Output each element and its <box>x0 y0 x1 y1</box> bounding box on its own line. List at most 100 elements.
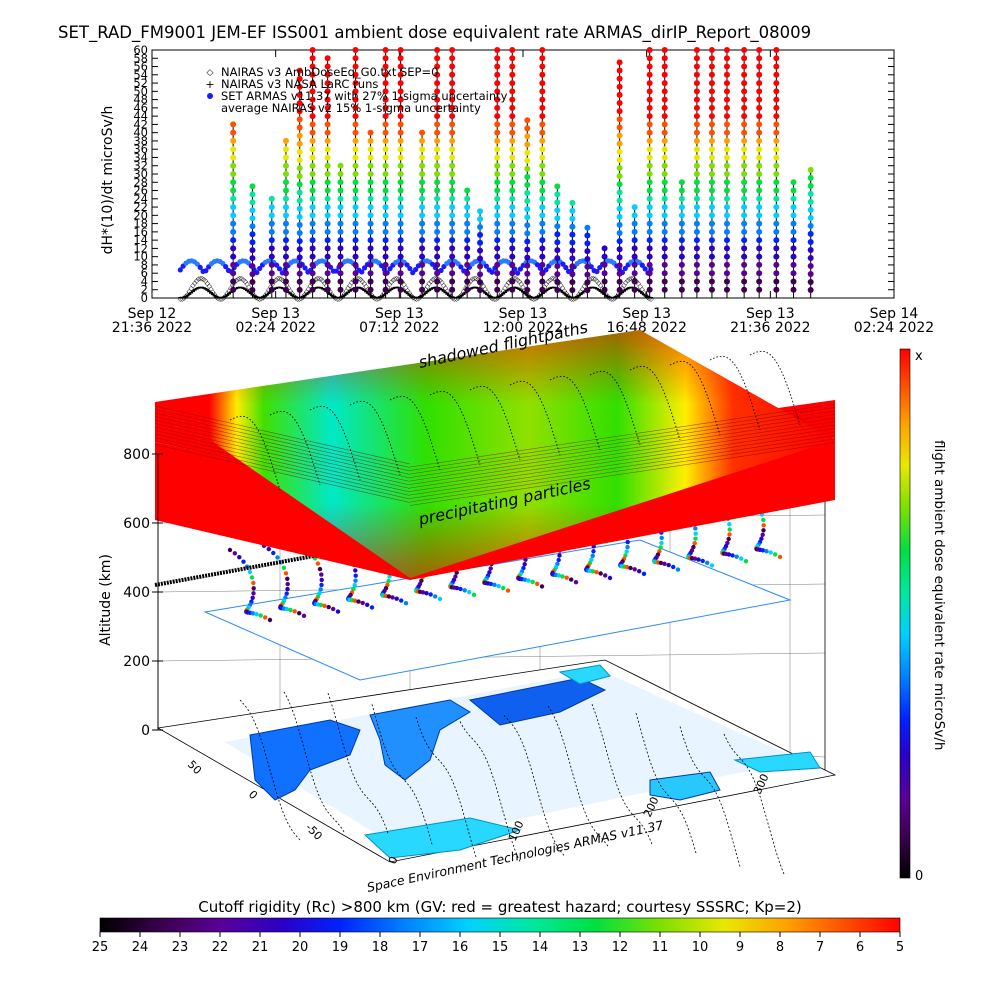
armas-point <box>554 207 561 214</box>
armas-point <box>524 117 531 124</box>
armas-point <box>434 71 441 78</box>
armas-base-point <box>534 262 541 268</box>
armas-point <box>324 204 331 211</box>
armas-point <box>309 212 316 219</box>
armas-point <box>397 286 404 293</box>
nairas-plus <box>358 287 363 289</box>
h-colorbar-tick-label: 12 <box>612 940 629 955</box>
armas-base-point <box>512 266 518 272</box>
armas-point <box>509 245 516 252</box>
armas-point <box>397 228 404 235</box>
nairas-point: ◇ <box>201 275 207 283</box>
nairas-point: ◇ <box>358 276 364 284</box>
armas-point <box>509 286 516 293</box>
armas-point <box>741 121 748 128</box>
ocean-region <box>225 670 800 845</box>
armas-point <box>397 212 404 219</box>
armas-point <box>509 154 516 161</box>
armas-point <box>661 154 668 161</box>
armas-point <box>382 121 389 128</box>
shadowed-flightpath <box>269 410 321 486</box>
armas-point <box>367 286 374 293</box>
armas-point <box>693 179 700 186</box>
armas-point <box>723 146 730 153</box>
armas-base-point <box>517 266 524 272</box>
armas-point <box>569 287 576 294</box>
nairas-point: ◇ <box>304 288 310 296</box>
armas-point <box>367 245 374 252</box>
nairas-point: ◇ <box>360 277 366 285</box>
armas-point <box>584 224 591 231</box>
armas-point <box>434 195 441 202</box>
armas-point <box>449 286 456 293</box>
nairas-point: ◇ <box>345 284 351 292</box>
armas-point <box>693 261 700 268</box>
slab-line <box>154 433 411 493</box>
nairas-plus <box>300 295 305 298</box>
armas-point <box>337 204 344 211</box>
armas-point <box>397 104 404 111</box>
armas-point <box>554 199 561 206</box>
armas-point <box>807 182 814 189</box>
shadowed-flightpath <box>749 350 801 426</box>
armas-point <box>616 286 623 293</box>
nairas-point: ◇ <box>403 283 409 291</box>
nairas-plus <box>225 294 230 296</box>
slab-line <box>409 438 836 503</box>
nairas-point: ◇ <box>461 288 467 296</box>
armas-point <box>723 154 730 161</box>
armas-point <box>477 223 484 230</box>
track-point <box>365 602 370 607</box>
track-point <box>632 567 637 572</box>
armas-point <box>741 228 748 235</box>
armas-point <box>554 263 561 270</box>
armas-point <box>631 286 638 293</box>
armas-point <box>352 195 359 202</box>
armas-point <box>449 179 456 186</box>
nairas-plus <box>640 292 645 294</box>
armas-point <box>539 261 546 268</box>
armas-point <box>352 137 359 144</box>
altitude-tick-label: 200 <box>123 654 150 670</box>
armas-point <box>352 146 359 153</box>
track-point <box>288 607 293 613</box>
nairas-plus <box>524 293 529 296</box>
armas-point <box>296 230 303 237</box>
armas-point <box>723 47 730 53</box>
armas-point <box>741 187 748 194</box>
armas-point <box>230 129 237 136</box>
armas-point <box>230 220 237 227</box>
armas-point <box>569 255 576 262</box>
track-point <box>356 599 361 604</box>
armas-point <box>367 195 374 202</box>
nairas-point: ◇ <box>610 295 616 303</box>
armas-point <box>661 96 668 103</box>
track-point <box>433 594 438 599</box>
track-point <box>628 565 633 571</box>
nairas-plus <box>241 287 246 289</box>
legend-marker-diamond: ◇ <box>207 68 214 78</box>
armas-point <box>539 146 546 153</box>
track-point <box>625 539 630 545</box>
armas-point <box>756 212 763 219</box>
nairas-point: ◇ <box>472 274 478 282</box>
armas-point <box>509 278 516 285</box>
armas-point <box>708 113 715 120</box>
armas-point <box>282 162 289 169</box>
armas-point <box>646 96 653 103</box>
legend-entry: NAIRAS v3 AmbDoseEq_G0.txt SEP=0 <box>221 65 438 79</box>
armas-point <box>741 47 748 53</box>
armas-point <box>708 245 715 252</box>
nairas-plus <box>189 291 194 294</box>
armas-point <box>807 262 814 269</box>
nairas-point: ◇ <box>324 282 330 290</box>
nairas-plus <box>192 289 197 291</box>
armas-point <box>249 199 256 206</box>
nairas-point: ◇ <box>226 287 232 295</box>
armas-point <box>309 104 316 111</box>
armas-point <box>631 261 638 268</box>
armas-point <box>434 104 441 111</box>
armas-point <box>773 171 780 177</box>
surface-top-fade <box>155 330 835 578</box>
armas-point <box>509 47 516 53</box>
